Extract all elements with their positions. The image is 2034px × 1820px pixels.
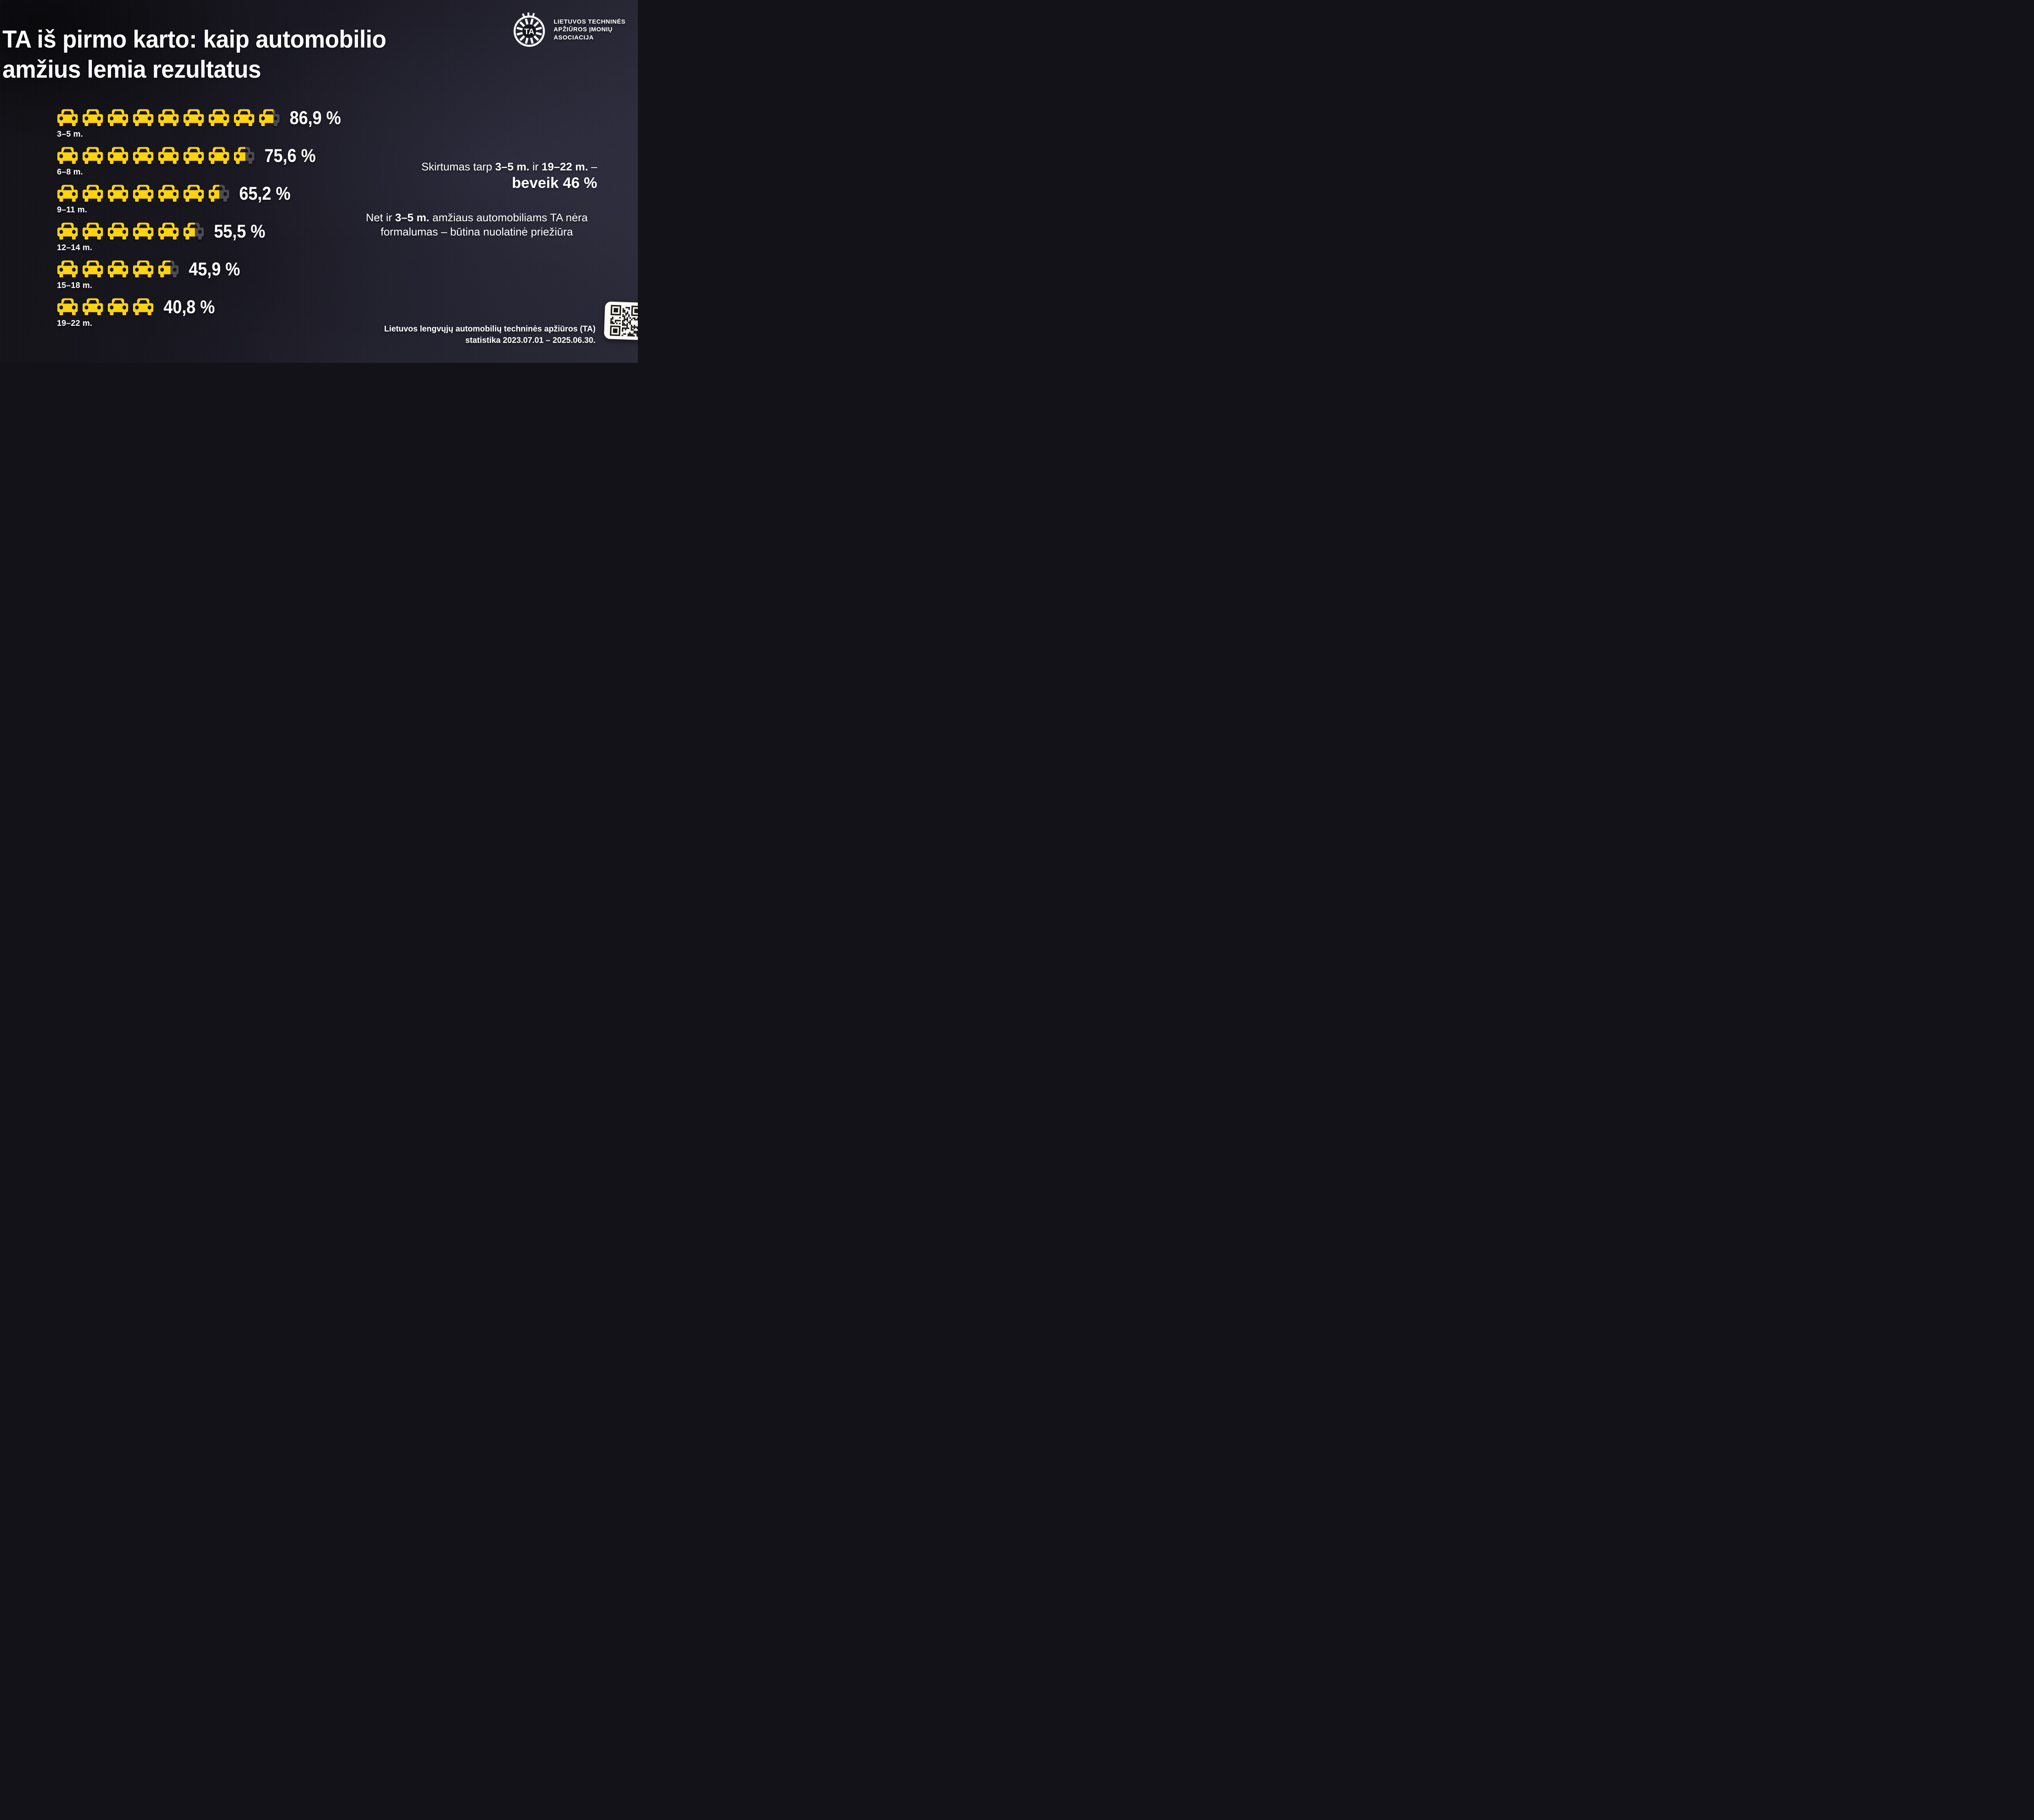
car-icon: [158, 146, 179, 165]
car-icon: [57, 297, 78, 316]
source-note-line2: statistika 2023.07.01 – 2025.06.30.: [465, 336, 596, 345]
qr-code: [604, 301, 638, 341]
row-label: 3–5 m.: [57, 130, 83, 139]
car-icon: [57, 222, 78, 240]
row-label: 6–8 m.: [57, 168, 83, 177]
source-note-line1: Lietuvos lengvųjų automobilių techninės …: [384, 325, 596, 333]
row-label: 12–14 m.: [57, 243, 92, 252]
chart-row: 15–18 m. 45,9 %: [57, 259, 347, 290]
car-icon: [107, 146, 129, 165]
car-icon: [208, 146, 229, 165]
row-label: 9–11 m.: [57, 205, 87, 214]
car-icon: [82, 108, 103, 127]
value-label: 86,9 %: [290, 107, 341, 128]
car-icon: [183, 146, 204, 165]
car-icon-partial: [183, 222, 204, 240]
difference-annotation-line1: Skirtumas tarp 3–5 m. ir 19–22 m. –: [421, 161, 597, 173]
row-label: 19–22 m.: [57, 319, 92, 328]
car-icon: [57, 259, 78, 278]
car-icon: [107, 108, 129, 127]
value-label: 40,8 %: [164, 296, 215, 317]
car-icon: [82, 222, 103, 240]
car-icon: [133, 222, 154, 240]
value-label: 55,5 %: [214, 221, 266, 242]
row-label: 15–18 m.: [57, 281, 92, 290]
car-icon: [158, 184, 179, 203]
ta-wheel-logo-icon: TA: [513, 12, 545, 47]
association-name-line: APŽIŪROS ĮMONIŲ: [554, 26, 613, 33]
page-title-line2: amžius lemia rezultatus: [2, 56, 261, 83]
chart-row: 19–22 m. 40,8 %: [57, 297, 347, 328]
car-icon: [234, 108, 255, 127]
car-icon: [57, 184, 78, 203]
car-icon: [133, 146, 154, 165]
car-icon: [82, 297, 103, 316]
chart-row: 3–5 m. 86,9 %: [57, 108, 347, 139]
chart-rows: 3–5 m. 86,9 % 6–8 m. 75,6 % 9–11 m. 65,2 % 12–…: [57, 108, 347, 335]
difference-annotation-line2: beveik 46 %: [512, 174, 597, 191]
car-icon: [183, 184, 204, 203]
infographic-canvas: TA iš pirmo karto: kaip automobilio amži…: [0, 0, 638, 363]
car-icon: [107, 184, 129, 203]
car-icon: [133, 108, 154, 127]
association-name-line: ASOCIACIJA: [554, 34, 594, 41]
source-note: Lietuvos lengvųjų automobilių techninės …: [384, 323, 596, 346]
car-icon: [57, 108, 78, 127]
car-icon: [107, 222, 129, 240]
car-icon: [107, 259, 129, 278]
car-icon-partial: [234, 146, 255, 165]
chart-row: 12–14 m. 55,5 %: [57, 222, 347, 253]
association-logo: TA LIETUVOS TECHNINĖS APŽIŪROS ĮMONIŲ AS…: [511, 11, 626, 48]
maintenance-note-line2: formalumas – būtina nuolatinė priežiūra: [380, 226, 573, 238]
car-icon-partial: [208, 184, 229, 203]
car-icon: [133, 297, 154, 316]
car-icon: [133, 184, 154, 203]
chart-row: 6–8 m. 75,6 %: [57, 146, 347, 177]
maintenance-note-line1: Net ir 3–5 m. amžiaus automobiliams TA n…: [366, 211, 588, 224]
car-icon: [82, 259, 103, 278]
car-icon: [158, 108, 179, 127]
car-icon: [82, 184, 103, 203]
car-icon: [107, 297, 129, 316]
association-name-line: LIETUVOS TECHNINĖS: [554, 18, 626, 25]
value-label: 65,2 %: [239, 183, 291, 204]
car-icon: [133, 259, 154, 278]
value-label: 75,6 %: [264, 145, 316, 166]
chart-row: 9–11 m. 65,2 %: [57, 184, 347, 215]
car-icon: [158, 222, 179, 240]
car-icon: [82, 146, 103, 165]
page-title: TA iš pirmo karto: kaip automobilio amži…: [2, 24, 402, 85]
car-icon-partial: [259, 108, 280, 127]
car-icon: [208, 108, 229, 127]
car-icon: [57, 146, 78, 165]
car-icon: [183, 108, 204, 127]
logo-acronym: TA: [524, 27, 535, 36]
association-name: LIETUVOS TECHNINĖS APŽIŪROS ĮMONIŲ ASOCI…: [554, 18, 626, 42]
maintenance-note: Net ir 3–5 m. amžiaus automobiliams TA n…: [355, 211, 599, 239]
value-label: 45,9 %: [189, 259, 240, 279]
difference-annotation: Skirtumas tarp 3–5 m. ir 19–22 m. – beve…: [421, 160, 597, 192]
car-icon-partial: [158, 259, 179, 278]
qr-code-pattern: [610, 305, 638, 337]
page-title-line1: TA iš pirmo karto: kaip automobilio: [2, 26, 386, 53]
